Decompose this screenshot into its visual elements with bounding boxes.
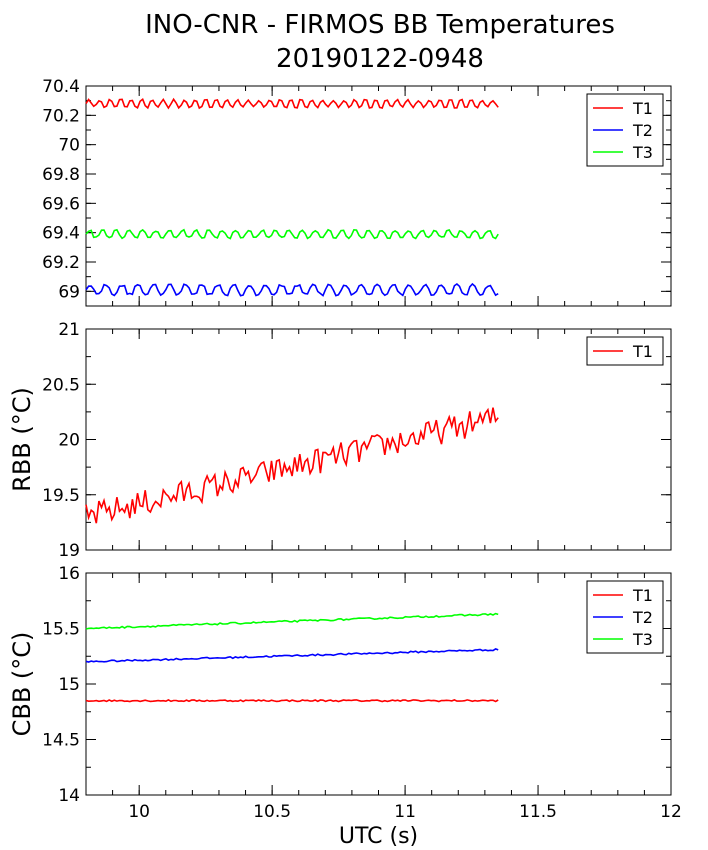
y-tick-label: 19 bbox=[58, 541, 80, 561]
y-tick-label: 69.4 bbox=[42, 224, 80, 244]
y-tick-label: 69.8 bbox=[42, 165, 80, 185]
y-tick-label: 69.6 bbox=[42, 194, 80, 214]
x-axis-label: UTC (s) bbox=[339, 824, 418, 849]
legend-label-T3: T3 bbox=[632, 630, 653, 649]
y-tick-label: 70 bbox=[58, 136, 80, 156]
y-axis-label: CBB (°C) bbox=[8, 632, 36, 737]
plot-frame bbox=[85, 572, 672, 796]
x-tick-label: 10 bbox=[128, 802, 150, 822]
series-line-T1 bbox=[85, 698, 499, 703]
y-tick-label: 20 bbox=[58, 431, 80, 451]
y-tick-label: 19.5 bbox=[42, 486, 80, 506]
y-tick-label: 14.5 bbox=[42, 731, 80, 751]
series-line-T3 bbox=[85, 228, 499, 240]
y-tick-label: 20.5 bbox=[42, 375, 80, 395]
y-tick-label: 15.5 bbox=[42, 620, 80, 640]
y-tick-label: 69 bbox=[58, 282, 80, 302]
plot-frame bbox=[85, 328, 672, 551]
y-tick-label: 69.2 bbox=[42, 253, 80, 273]
legend-label-T1: T1 bbox=[632, 342, 653, 361]
chart-title-line1: INO-CNR - FIRMOS BB Temperatures bbox=[145, 10, 615, 40]
series-line-T3 bbox=[85, 612, 499, 630]
plot-frame bbox=[85, 85, 672, 307]
legend-label-T2: T2 bbox=[632, 121, 653, 140]
series-line-T2 bbox=[85, 282, 499, 297]
y-tick-label: 70.2 bbox=[42, 106, 80, 126]
y-tick-label: 16 bbox=[58, 564, 80, 584]
y-axis-label: RBB (°C) bbox=[8, 387, 36, 492]
series-line-T1 bbox=[85, 97, 499, 110]
legend-label-T1: T1 bbox=[632, 586, 653, 605]
x-tick-label: 11 bbox=[394, 802, 416, 822]
x-tick-label: 12 bbox=[660, 802, 682, 822]
x-tick-label: 10.5 bbox=[253, 802, 291, 822]
legend-label-T3: T3 bbox=[632, 143, 653, 162]
y-tick-label: 70.4 bbox=[42, 77, 80, 97]
y-tick-label: 14 bbox=[58, 786, 80, 806]
legend-label-T1: T1 bbox=[632, 99, 653, 118]
legend-label-T2: T2 bbox=[632, 608, 653, 627]
x-tick-label: 11.5 bbox=[519, 802, 557, 822]
series-line-T1 bbox=[85, 407, 499, 524]
y-tick-label: 21 bbox=[58, 320, 80, 340]
chart-title-line2: 20190122-0948 bbox=[276, 44, 484, 74]
y-tick-label: 15 bbox=[58, 675, 80, 695]
series-line-T2 bbox=[85, 648, 499, 663]
